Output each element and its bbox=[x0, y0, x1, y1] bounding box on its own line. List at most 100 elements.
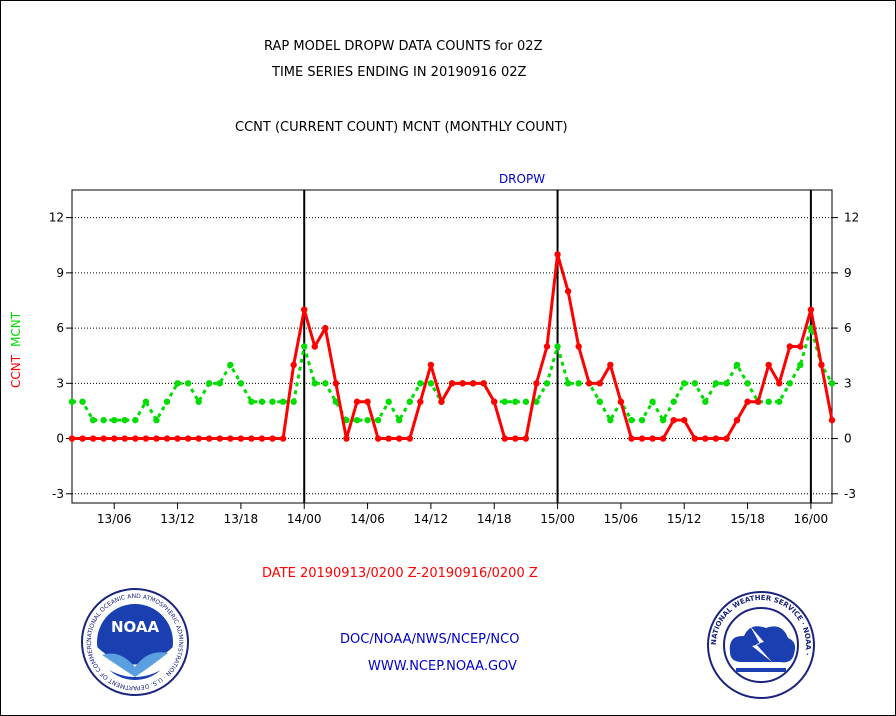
x-tick-label: 15/12 bbox=[667, 512, 702, 526]
data-point-ccnt bbox=[89, 435, 97, 442]
plot-frame bbox=[71, 189, 833, 504]
data-point-mcnt bbox=[596, 398, 603, 405]
data-point-mcnt bbox=[427, 380, 435, 387]
data-point-ccnt bbox=[533, 380, 540, 387]
data-point-ccnt bbox=[628, 435, 635, 442]
data-point-mcnt bbox=[195, 398, 202, 405]
data-point-ccnt bbox=[480, 380, 487, 387]
data-point-ccnt bbox=[174, 435, 181, 442]
y-tick-label-right: 3 bbox=[844, 376, 852, 390]
data-point-ccnt bbox=[163, 435, 171, 442]
data-point-mcnt bbox=[301, 343, 308, 350]
y-tick-label-left: 9 bbox=[56, 266, 64, 280]
time-series-chart: -3 -3 0 0 3 3 6 6 9 9 12 12 13/06 13/12 13/18 14/00 14/0… bbox=[9, 172, 859, 526]
data-point-mcnt bbox=[533, 398, 540, 405]
data-point-ccnt bbox=[596, 380, 603, 387]
data-point-mcnt bbox=[712, 380, 720, 387]
data-point-ccnt bbox=[269, 435, 276, 442]
data-point-ccnt bbox=[797, 343, 804, 350]
data-point-ccnt bbox=[121, 435, 128, 442]
data-point-ccnt bbox=[258, 435, 266, 442]
data-point-mcnt bbox=[765, 398, 772, 405]
data-point-ccnt bbox=[322, 324, 329, 332]
data-point-ccnt bbox=[68, 435, 76, 442]
x-tick-label: 13/12 bbox=[160, 512, 195, 526]
data-point-mcnt bbox=[237, 380, 245, 387]
data-point-ccnt bbox=[406, 435, 413, 442]
data-point-mcnt bbox=[374, 416, 382, 424]
data-point-ccnt bbox=[111, 435, 118, 442]
data-point-ccnt bbox=[818, 361, 825, 369]
data-point-ccnt bbox=[279, 435, 287, 442]
data-point-ccnt bbox=[564, 288, 572, 295]
data-point-mcnt bbox=[184, 380, 192, 387]
data-point-ccnt bbox=[617, 398, 625, 405]
y-tick-label-left: -3 bbox=[52, 487, 64, 501]
data-point-ccnt bbox=[396, 435, 403, 442]
data-point-ccnt bbox=[712, 435, 720, 442]
data-point-mcnt bbox=[744, 380, 751, 387]
data-point-ccnt bbox=[311, 343, 318, 350]
data-point-mcnt bbox=[543, 380, 551, 387]
data-point-ccnt bbox=[807, 306, 815, 313]
data-point-ccnt bbox=[586, 380, 593, 387]
data-point-ccnt bbox=[776, 380, 783, 387]
x-tick-label: 13/18 bbox=[224, 512, 259, 526]
data-point-mcnt bbox=[111, 416, 118, 424]
url-link[interactable]: WWW.NCEP.NOAA.GOV bbox=[368, 659, 517, 674]
data-point-mcnt bbox=[364, 416, 371, 424]
y-tick-label-right: 6 bbox=[844, 321, 852, 335]
noaa-logo: NOAA NATIONAL OCEANIC AND ATMOSPHERIC AD… bbox=[80, 587, 189, 696]
data-point-ccnt bbox=[723, 435, 730, 442]
data-point-mcnt bbox=[227, 361, 234, 369]
data-point-ccnt bbox=[543, 343, 551, 350]
x-tick-label: 14/06 bbox=[350, 512, 385, 526]
y-tick-label-left: 0 bbox=[56, 432, 64, 446]
data-point-ccnt bbox=[195, 435, 202, 442]
data-point-ccnt bbox=[765, 361, 772, 369]
data-point-mcnt bbox=[248, 398, 255, 405]
data-point-ccnt bbox=[607, 361, 614, 369]
x-tick-label: 14/12 bbox=[414, 512, 449, 526]
data-point-mcnt bbox=[797, 361, 804, 369]
data-point-ccnt bbox=[670, 416, 677, 424]
y-axis-label-ccnt: CCNT bbox=[9, 354, 23, 388]
data-point-ccnt bbox=[512, 435, 519, 442]
data-point-mcnt bbox=[121, 416, 128, 424]
y-tick-label-right: 12 bbox=[844, 211, 859, 225]
data-point-mcnt bbox=[681, 380, 688, 387]
chart-title-line3: CCNT (CURRENT COUNT) MCNT (MONTHLY COUNT… bbox=[235, 120, 568, 135]
data-point-ccnt bbox=[184, 435, 192, 442]
y-tick-label-right: 9 bbox=[844, 266, 852, 280]
data-point-mcnt bbox=[385, 398, 392, 405]
series-line-mcnt bbox=[72, 326, 834, 422]
data-point-mcnt bbox=[206, 380, 213, 387]
x-tick-label: 14/18 bbox=[477, 512, 512, 526]
data-point-mcnt bbox=[776, 398, 783, 405]
y-axis-label-mcnt: MCNT bbox=[9, 311, 23, 347]
data-point-ccnt bbox=[828, 416, 836, 424]
data-point-mcnt bbox=[322, 380, 329, 387]
data-point-ccnt bbox=[374, 435, 382, 442]
data-point-mcnt bbox=[332, 398, 340, 405]
y-tick-label-left: 12 bbox=[49, 211, 64, 225]
data-point-ccnt bbox=[353, 398, 361, 405]
data-point-ccnt bbox=[227, 435, 234, 442]
noaa-logo-text: NOAA bbox=[111, 618, 160, 636]
data-point-ccnt bbox=[216, 435, 223, 442]
x-tick-label: 15/06 bbox=[604, 512, 639, 526]
data-point-mcnt bbox=[512, 398, 519, 405]
data-point-ccnt bbox=[290, 361, 297, 369]
data-point-ccnt bbox=[522, 435, 530, 442]
data-point-mcnt bbox=[628, 416, 635, 424]
data-point-mcnt bbox=[68, 398, 76, 405]
data-point-mcnt bbox=[279, 398, 287, 405]
data-point-mcnt bbox=[269, 398, 276, 405]
data-point-ccnt bbox=[733, 416, 741, 424]
data-point-ccnt bbox=[554, 251, 561, 258]
data-point-ccnt bbox=[744, 398, 751, 405]
x-tick-label: 15/00 bbox=[540, 512, 575, 526]
data-point-ccnt bbox=[754, 398, 762, 405]
data-point-mcnt bbox=[575, 380, 582, 387]
